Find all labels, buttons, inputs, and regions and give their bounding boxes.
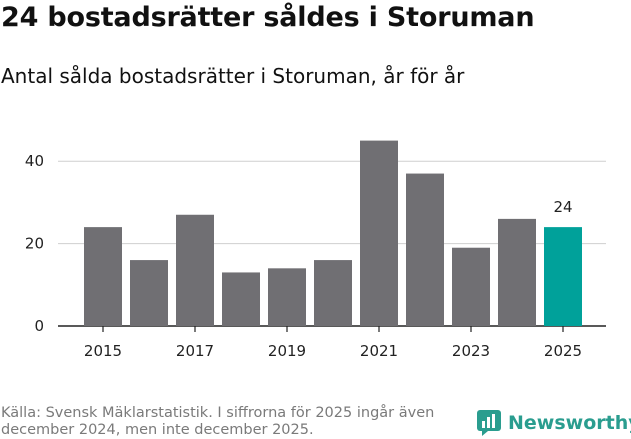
chart-subtitle: Antal sålda bostadsrätter i Storuman, år…	[1, 64, 465, 88]
bar-2017	[176, 214, 214, 326]
x-tick-label: 2015	[84, 342, 122, 360]
data-label: 24	[553, 198, 572, 216]
bar-2016	[130, 260, 168, 326]
x-tick-label: 2025	[544, 342, 582, 360]
bar-2022	[406, 173, 444, 326]
bar-2020	[314, 260, 352, 326]
y-tick-label: 20	[25, 235, 44, 253]
x-tick-label: 2023	[452, 342, 490, 360]
bar-2018	[222, 272, 260, 326]
bar-2025	[544, 227, 582, 326]
brand-name: Newsworthy	[508, 412, 631, 434]
y-tick-label: 0	[34, 317, 44, 335]
x-tick-label: 2017	[176, 342, 214, 360]
x-tick-label: 2021	[360, 342, 398, 360]
bar-2015	[84, 227, 122, 326]
chart-title: 24 bostadsrätter såldes i Storuman	[1, 2, 535, 33]
x-tick-label: 2019	[268, 342, 306, 360]
newsworthy-logo-icon	[477, 410, 501, 436]
bar-2024	[498, 218, 536, 326]
source-note: Källa: Svensk Mäklarstatistik. I siffror…	[1, 405, 435, 438]
bar-2019	[268, 268, 306, 326]
bar-chart: 0 20 40 2015 2017 2019 2021 2023 2025 24	[25, 140, 606, 360]
bar-2023	[452, 247, 490, 326]
bar-2021	[360, 140, 398, 326]
y-tick-label: 40	[25, 152, 44, 170]
newsworthy-logo: Newsworthy	[476, 408, 631, 438]
